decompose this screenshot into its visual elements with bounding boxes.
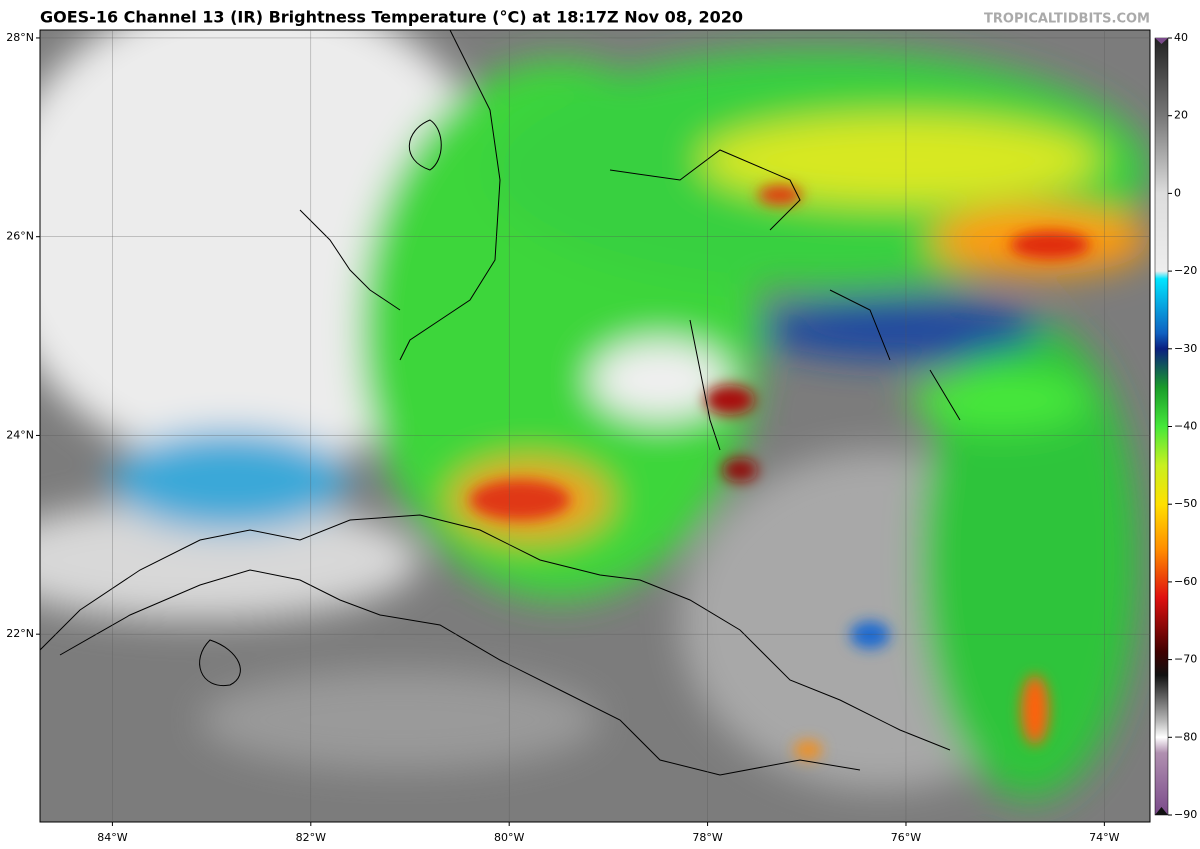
title: GOES-16 Channel 13 (IR) Brightness Tempe… bbox=[40, 8, 743, 27]
x-tick-label: 80°W bbox=[494, 831, 524, 844]
colorbar bbox=[1154, 37, 1169, 816]
colorbar-end bbox=[1155, 807, 1168, 815]
x-tick-label: 76°W bbox=[891, 831, 921, 844]
coastlines bbox=[40, 30, 961, 776]
y-tick-label: 26°N bbox=[6, 230, 34, 243]
map-frame bbox=[39, 29, 1151, 823]
x-tick-label: 84°W bbox=[97, 831, 127, 844]
colorbar-tick-label: −80 bbox=[1174, 730, 1197, 743]
colorbar-tick-label: 20 bbox=[1174, 109, 1188, 122]
colorbar-tick-label: 40 bbox=[1174, 31, 1188, 44]
x-tick-label: 78°W bbox=[692, 831, 722, 844]
y-tick-label: 24°N bbox=[6, 428, 34, 441]
colorbar-tick-label: −70 bbox=[1174, 653, 1197, 666]
y-tick-label: 28°N bbox=[6, 31, 34, 44]
colorbar-tick-label: 0 bbox=[1174, 186, 1181, 199]
y-tick-label: 22°N bbox=[6, 627, 34, 640]
imagery bbox=[40, 30, 1150, 822]
colorbar-tick-label: −30 bbox=[1174, 342, 1197, 355]
colorbar-tick-label: −90 bbox=[1174, 808, 1197, 821]
colorbar-tick-label: −60 bbox=[1174, 575, 1197, 588]
colorbar-tick-label: −20 bbox=[1174, 264, 1197, 277]
colorbar-tick-label: −40 bbox=[1174, 420, 1197, 433]
credit: TROPICALTIDBITS.COM bbox=[984, 12, 1150, 27]
x-tick-label: 82°W bbox=[296, 831, 326, 844]
x-tick-label: 74°W bbox=[1089, 831, 1119, 844]
colorbar-tick-label: −50 bbox=[1174, 497, 1197, 510]
colorbar-end bbox=[1155, 38, 1168, 44]
